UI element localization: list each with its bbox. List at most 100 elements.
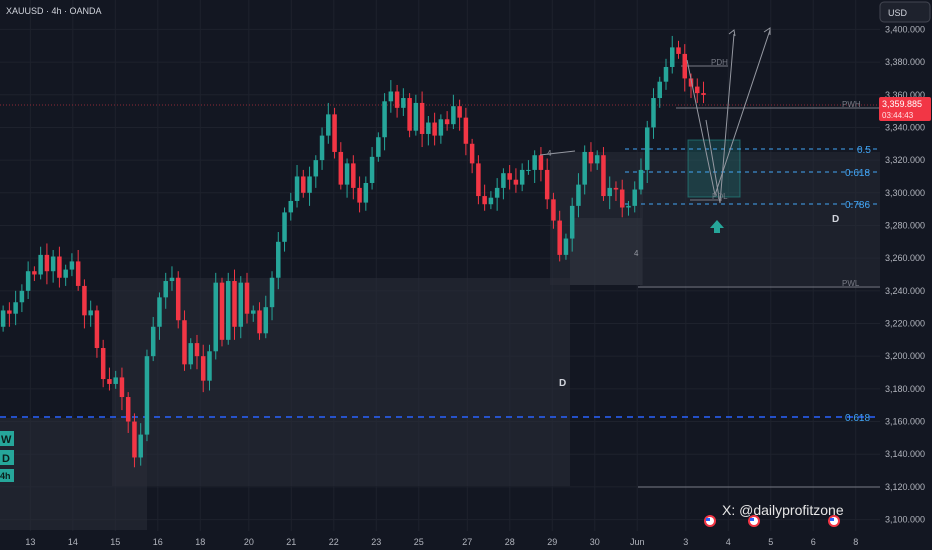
- candle-body: [25, 271, 31, 291]
- candle-body: [219, 282, 225, 340]
- candle-body: [651, 98, 656, 128]
- candle-body: [57, 256, 62, 278]
- candle-body: [163, 281, 168, 298]
- candle-body: [244, 282, 250, 314]
- candle-body: [82, 285, 87, 316]
- zones: [0, 139, 880, 530]
- small-arrow: [539, 150, 576, 156]
- candle-body: [200, 356, 206, 381]
- candle-body: [150, 326, 156, 357]
- candle-body: [363, 182, 369, 203]
- candle-body: [282, 212, 287, 242]
- price-tick-label: 3,100.000: [885, 515, 925, 525]
- us-flag-icon[interactable]: [748, 515, 760, 527]
- event-flags[interactable]: [704, 515, 840, 527]
- us-flag-icon[interactable]: [704, 515, 716, 527]
- candle-body: [607, 187, 612, 197]
- price-tick-label: 3,380.000: [885, 57, 925, 67]
- time-tick-label: 18: [195, 537, 205, 547]
- time-tick-label: 23: [371, 537, 381, 547]
- fib-0618-label: 0.618: [845, 168, 870, 179]
- pdl-label: PDL: [712, 192, 728, 201]
- candle-body: [626, 205, 631, 208]
- candle-body: [513, 179, 519, 185]
- candle-body: [601, 155, 606, 197]
- daily-zone-right: [640, 152, 880, 286]
- candle-body: [50, 256, 56, 272]
- candle-body: [676, 47, 681, 54]
- time-axis-background: [0, 531, 880, 550]
- candle-body: [701, 93, 706, 95]
- candle-body: [175, 277, 181, 321]
- candle-body: [657, 81, 662, 99]
- price-tick-label: 3,360.000: [885, 90, 925, 100]
- price-axis[interactable]: 3,400.000 3,380.000 3,360.000 3,340.000 3,32…: [885, 24, 925, 524]
- candle-body: [251, 310, 256, 314]
- time-tick-label: 20: [244, 537, 254, 547]
- candle-body: [682, 53, 688, 79]
- h4-zone-inner: [570, 218, 642, 285]
- candle-body: [638, 169, 644, 190]
- price-tick-label: 3,220.000: [885, 319, 925, 329]
- candle-body: [0, 310, 6, 327]
- candles: [0, 35, 706, 468]
- candle-body: [100, 348, 106, 380]
- candle-body: [619, 189, 625, 208]
- time-tick-label: 4: [726, 537, 731, 547]
- time-tick-label: 8: [853, 537, 858, 547]
- candle-body: [288, 200, 294, 213]
- price-axis-background: [880, 0, 932, 550]
- pwl-label: PWL: [842, 279, 860, 288]
- time-tick-label: 30: [590, 537, 600, 547]
- buy-arrow-icon: [710, 220, 724, 233]
- candle-body: [357, 187, 362, 203]
- candle-body: [169, 277, 175, 282]
- us-flag-icon[interactable]: [828, 515, 840, 527]
- candle-body: [507, 173, 512, 180]
- time-tick-label: 29: [547, 537, 557, 547]
- candle-body: [369, 156, 375, 183]
- candle-body: [225, 281, 231, 340]
- candle-body: [594, 155, 600, 164]
- time-tick-label: 13: [25, 537, 35, 547]
- candle-body: [532, 155, 537, 170]
- candle-body: [563, 238, 569, 255]
- price-tick-label: 3,400.000: [885, 24, 925, 34]
- candle-body: [19, 290, 25, 303]
- time-tick-label: 16: [153, 537, 163, 547]
- candle-body: [482, 196, 487, 205]
- weekly-zone: [0, 418, 147, 530]
- currency-button[interactable]: USD: [879, 1, 931, 23]
- pdh-label: PDH: [711, 58, 728, 67]
- price-tick-label: 3,260.000: [885, 253, 925, 263]
- candle-body: [394, 91, 400, 108]
- candle-body: [238, 282, 244, 327]
- candle-body: [588, 151, 594, 164]
- candle-body: [232, 281, 237, 327]
- price-tick-label: 3,240.000: [885, 286, 925, 296]
- candle-body: [132, 421, 137, 458]
- candle-body: [294, 176, 300, 201]
- candle-body: [426, 122, 431, 134]
- time-axis[interactable]: 13 14 15 16 18 20 21 22 23 25 27 28 29 30 Jun 3 4 5 6 8: [25, 537, 858, 547]
- current-price-value: 3,359.885: [882, 99, 922, 109]
- candle-body: [63, 269, 68, 278]
- candle-body: [551, 199, 556, 221]
- candle-body: [476, 163, 481, 197]
- candle-body: [113, 377, 118, 384]
- time-tick-label: 28: [505, 537, 515, 547]
- currency-button-label: USD: [888, 8, 908, 18]
- candle-body: [107, 379, 112, 384]
- candle-body: [501, 173, 506, 188]
- candle-body: [451, 106, 456, 125]
- price-tick-label: 3,280.000: [885, 220, 925, 230]
- candle-body: [301, 176, 306, 193]
- candle-body: [613, 187, 619, 190]
- candle-body: [69, 261, 75, 270]
- current-price-badge: 3,359.885 03:44:43: [879, 97, 931, 121]
- candle-body: [326, 114, 331, 136]
- arrow-head-1: [728, 29, 736, 37]
- candle-body: [688, 78, 694, 87]
- symbol-label: XAUUSD · 4h · OANDA: [6, 6, 102, 16]
